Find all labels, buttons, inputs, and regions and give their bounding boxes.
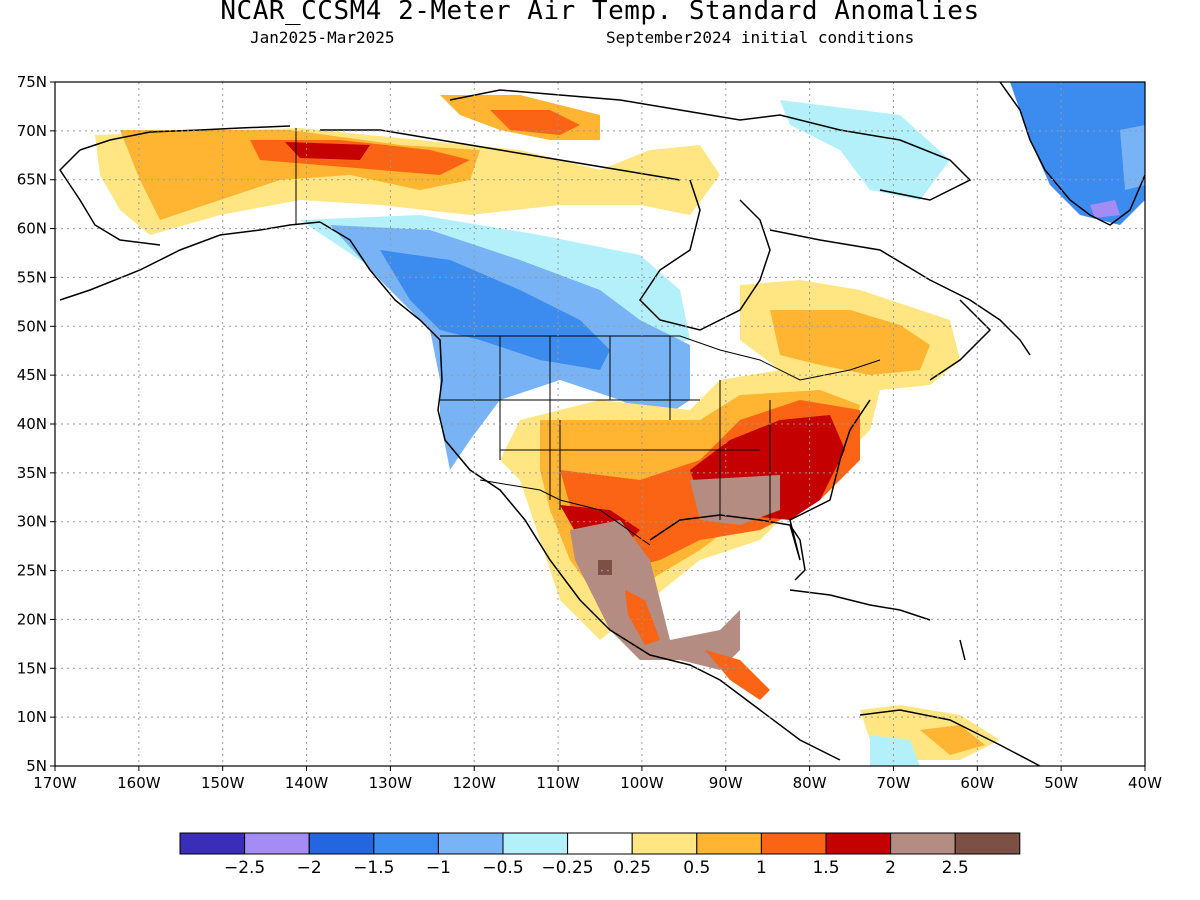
lat-tick-label: 25N: [17, 562, 47, 580]
colorbar-label: 2.5: [942, 858, 969, 878]
colorbar-label: 1: [756, 858, 767, 878]
lon-tick-label: 60W: [960, 774, 994, 792]
coastline-caribbean: [789, 589, 1041, 766]
us-canada-border: [440, 335, 881, 381]
lat-tick-label: 50N: [17, 317, 47, 335]
coastline-gulf: [649, 399, 871, 561]
map-title: NCAR_CCSM4 2-Meter Air Temp. Standard An…: [220, 0, 980, 26]
colorbar-swatch: [696, 832, 762, 855]
anomaly-greenland-cool-light: [1120, 125, 1145, 190]
colorbar-label: −2.5: [224, 858, 265, 878]
lon-tick-label: 110W: [536, 774, 580, 792]
lon-tick-label: 140W: [285, 774, 329, 792]
lon-tick-label: 120W: [452, 774, 496, 792]
colorbar-label: −0.5: [482, 858, 523, 878]
colorbar-swatch: [825, 832, 892, 855]
lon-tick-label: 70W: [877, 774, 911, 792]
anomaly-greenland-cool: [1010, 82, 1145, 225]
lat-tick-label: 65N: [17, 171, 47, 189]
colorbar-swatch: [373, 832, 439, 855]
colorbar: [179, 832, 1021, 855]
coastline-arctic: [320, 89, 972, 201]
anomaly-caribbean-light-cool: [870, 735, 920, 766]
initial-conditions: September2024 initial conditions: [606, 28, 915, 47]
lat-tick-label: 20N: [17, 610, 47, 628]
lon-tick-label: 40W: [1128, 774, 1162, 792]
colorbar-label: −1: [426, 858, 451, 878]
coastline-westcoast: [319, 221, 841, 761]
lat-tick-label: 30N: [17, 513, 47, 531]
colorbar-label: 2: [885, 858, 896, 878]
anomaly-greenland-cool-strong: [1090, 200, 1120, 218]
lon-tick-label: 160W: [117, 774, 161, 792]
lon-tick-label: 50W: [1044, 774, 1078, 792]
lon-tick-label: 150W: [201, 774, 245, 792]
coastline-greenland: [999, 82, 1145, 226]
anomaly-westcanada-cool-strong: [380, 250, 610, 370]
anomaly-mexico-peak: [598, 560, 612, 575]
lon-tick-label: 100W: [620, 774, 664, 792]
lat-tick-label: 40N: [17, 415, 47, 433]
lat-tick-label: 5N: [26, 757, 47, 775]
colorbar-label: 1.5: [812, 858, 839, 878]
lat-tick-label: 60N: [17, 220, 47, 238]
state-borders: [295, 128, 881, 546]
colorbar-swatch: [308, 832, 375, 855]
gridlines: [55, 82, 1145, 766]
colorbar-label: −0.25: [542, 858, 594, 878]
anomaly-centralamerica-strong: [705, 650, 770, 700]
map-plot-area: 75N 70N 65N 60N 55N 50N 45N 40N 35N 30N 25N 20N 15N 1…: [17, 73, 1162, 792]
colorbar-swatch: [760, 832, 827, 855]
coastlines: [59, 82, 1145, 766]
coastline-florida: [789, 524, 806, 581]
colorbar-swatch: [502, 832, 569, 855]
coastline-hudson: [639, 179, 771, 331]
lat-axis-labels: 75N 70N 65N 60N 55N 50N 45N 40N 35N 30N 25N 20N 15N 1…: [17, 73, 55, 775]
colorbar-label: 0.5: [683, 858, 710, 878]
colorbar-swatch: [954, 832, 1021, 855]
lon-tick-label: 170W: [33, 774, 77, 792]
lat-tick-label: 70N: [17, 122, 47, 140]
colorbar-labels: −2.5 −2 −1.5 −1 −0.5 −0.25 0.25 0.5 1 1.5 2 2.5: [224, 858, 969, 878]
anomaly-mexico-strong: [625, 590, 660, 645]
lat-tick-label: 75N: [17, 73, 47, 91]
lon-tick-label: 130W: [369, 774, 413, 792]
anomaly-arctic-islands-strong: [490, 110, 580, 135]
anomaly-gulf-coast-extreme: [690, 475, 780, 525]
colorbar-swatch: [631, 832, 698, 855]
colorbar-label: −2: [297, 858, 322, 878]
colorbar-swatch: [890, 832, 956, 855]
lat-tick-label: 35N: [17, 464, 47, 482]
lon-tick-label: 80W: [793, 774, 827, 792]
lat-tick-label: 15N: [17, 659, 47, 677]
lat-tick-label: 55N: [17, 268, 47, 286]
anomaly-southamerica-moderate: [920, 725, 985, 755]
colorbar-swatch: [437, 832, 504, 855]
colorbar-swatch: [179, 832, 246, 855]
anomaly-mexico-extreme: [570, 520, 740, 670]
anomaly-shading: [95, 82, 1145, 766]
lat-tick-label: 45N: [17, 366, 47, 384]
us-state-lines: [440, 336, 771, 520]
colorbar-swatch: [244, 832, 310, 855]
forecast-period: Jan2025-Mar2025: [250, 28, 395, 47]
lon-tick-label: 90W: [709, 774, 743, 792]
colorbar-swatch: [567, 832, 633, 855]
colorbar-label: 0.25: [613, 858, 651, 878]
colorbar-label: −1.5: [353, 858, 394, 878]
lon-axis-labels: 170W 160W 150W 140W 130W 120W 110W 100W 90W 80W 70…: [33, 766, 1162, 792]
coastline-labrador: [769, 229, 1031, 381]
lat-tick-label: 10N: [17, 708, 47, 726]
